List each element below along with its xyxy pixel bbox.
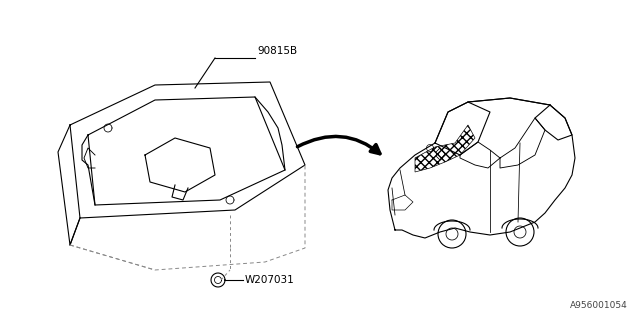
Text: 90815B: 90815B bbox=[257, 46, 297, 56]
Text: W207031: W207031 bbox=[245, 275, 295, 285]
Text: A956001054: A956001054 bbox=[570, 301, 628, 310]
